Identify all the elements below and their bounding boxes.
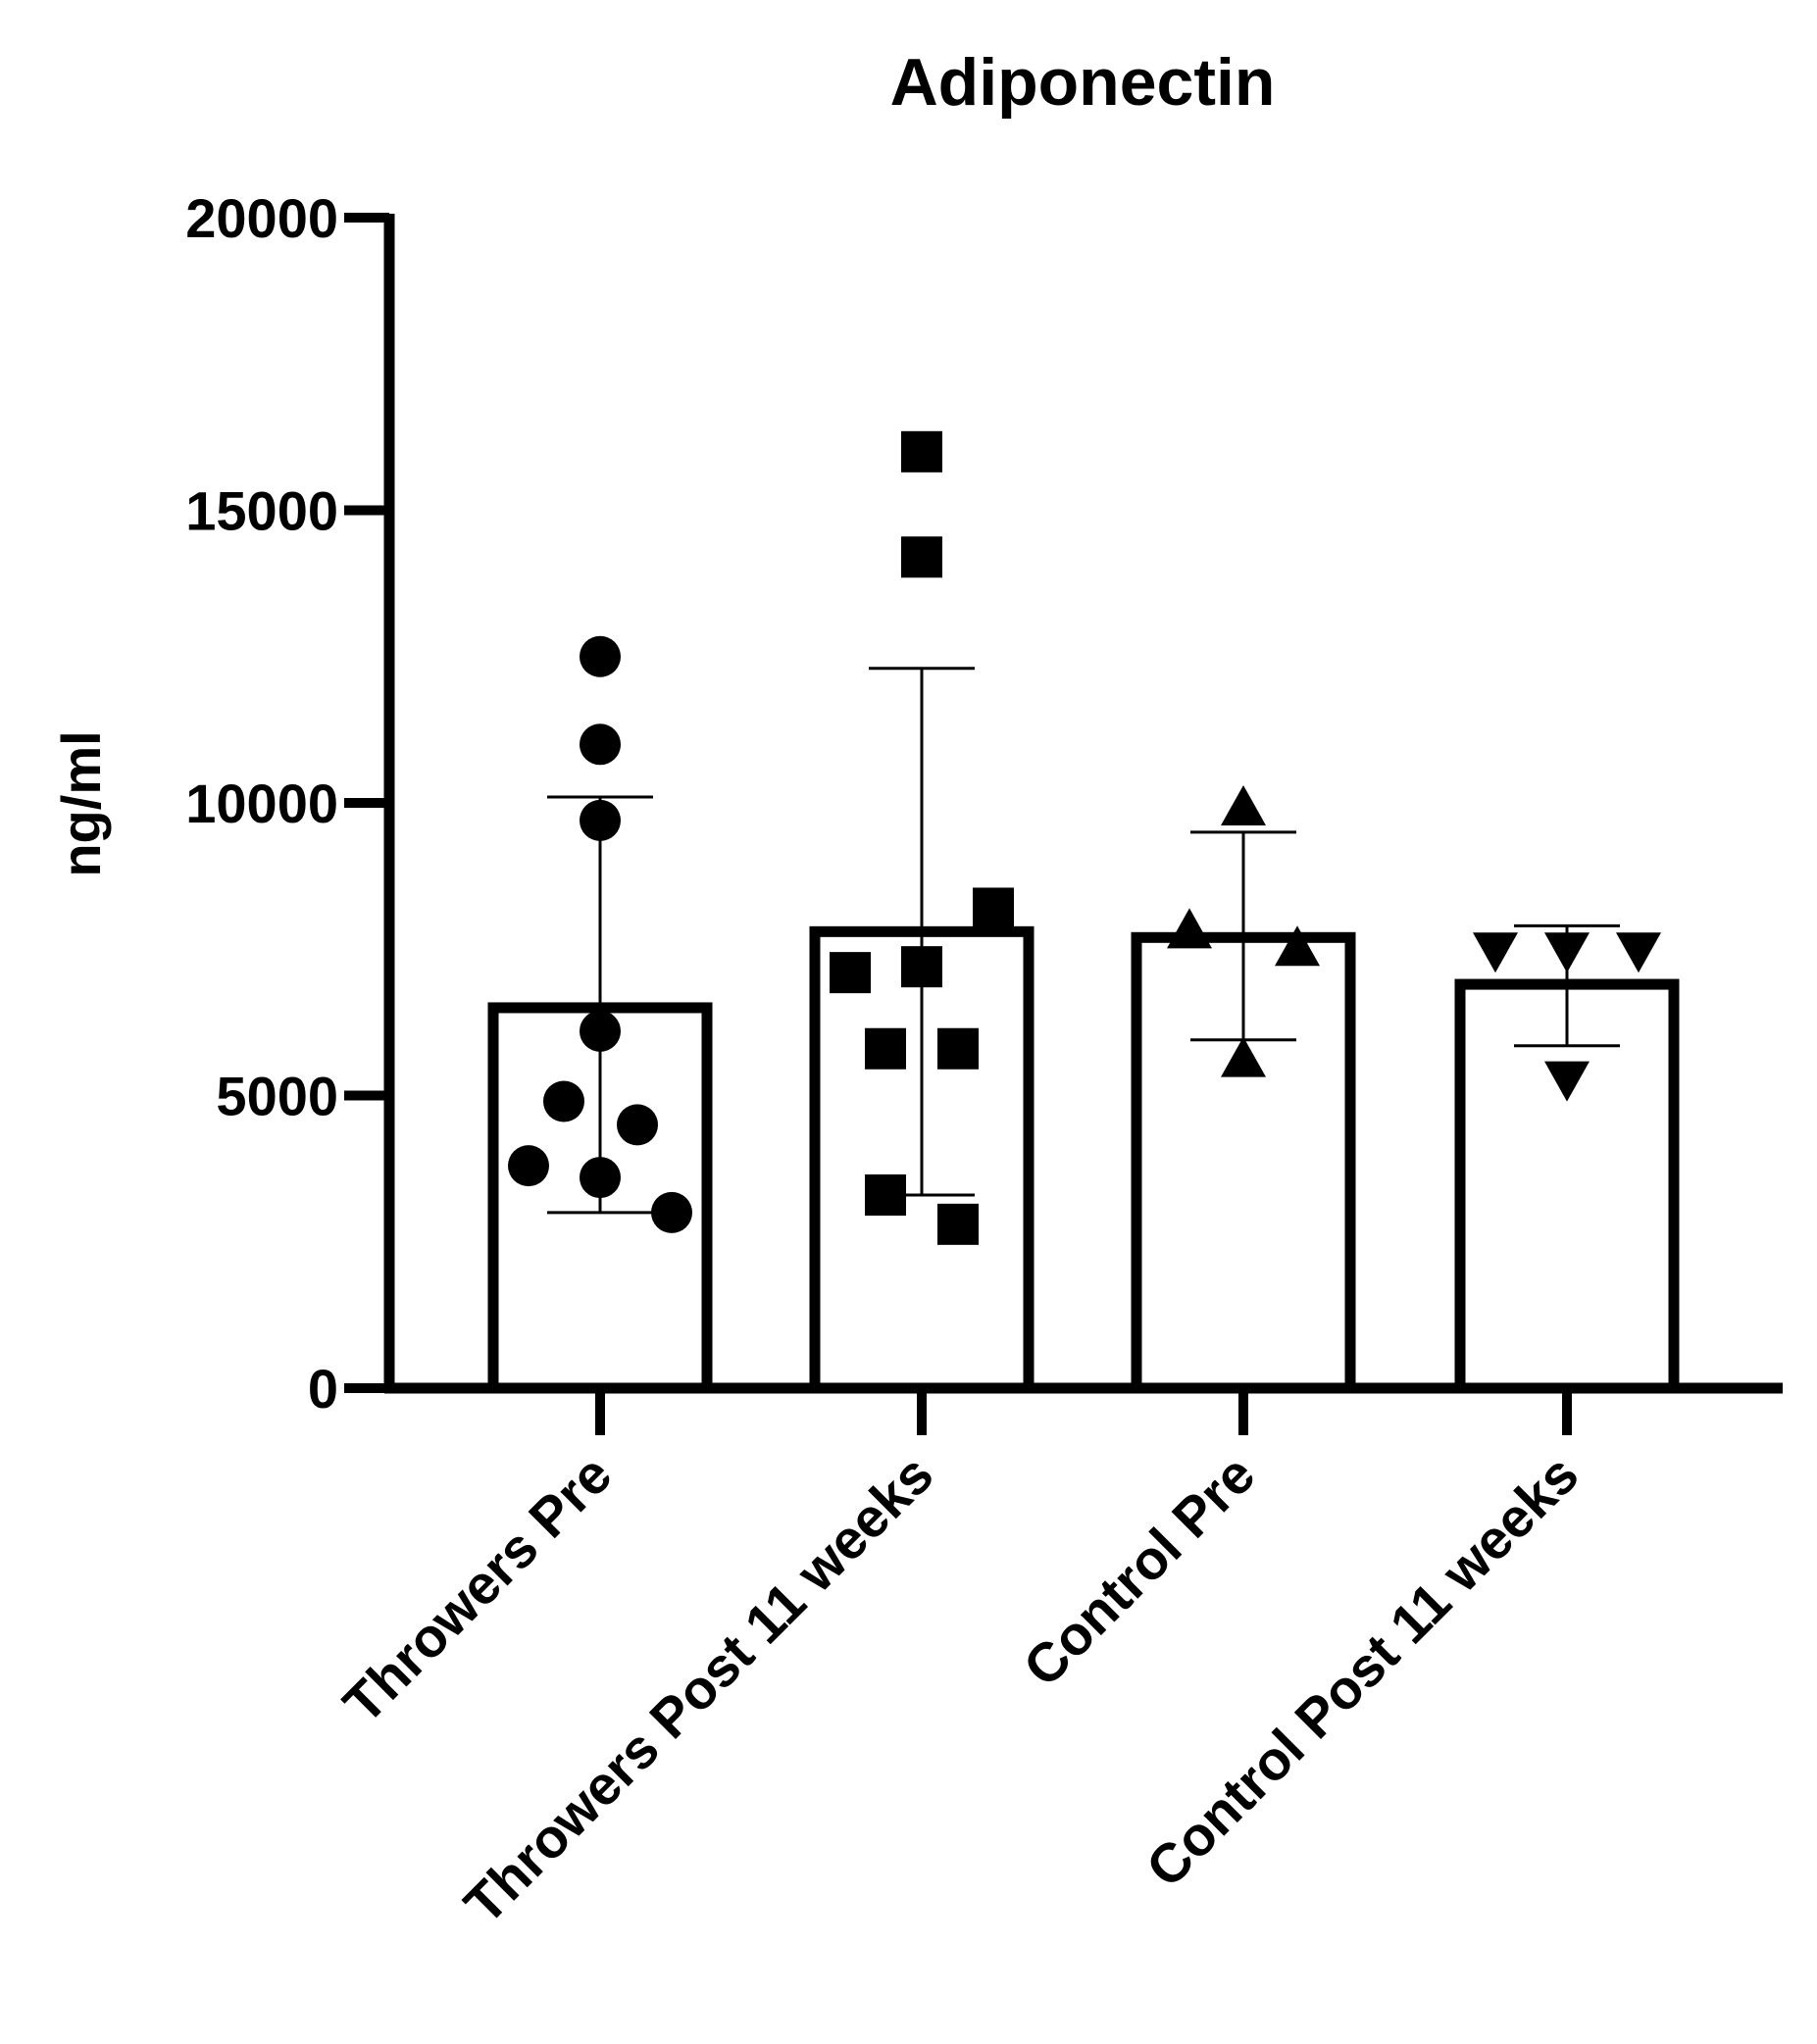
y-tick-label: 20000: [185, 187, 338, 249]
data-point-square: [865, 1173, 906, 1216]
data-point-triangle-down: [1544, 932, 1590, 973]
data-point-square: [901, 430, 942, 473]
y-tick-label: 15000: [185, 480, 338, 542]
data-point-triangle-up: [1167, 908, 1212, 949]
data-point-square: [901, 946, 942, 988]
y-tick-label: 0: [308, 1358, 338, 1420]
data-point-circle: [580, 723, 621, 766]
data-point-circle: [580, 635, 621, 677]
y-tick-label: 5000: [216, 1066, 338, 1127]
x-tick-label: Throwers Pre: [331, 1443, 624, 1735]
x-tick-label: Control Pre: [1011, 1443, 1266, 1698]
data-point-square: [865, 1027, 906, 1070]
data-point-triangle-up: [1275, 925, 1320, 967]
data-point-square: [830, 952, 871, 994]
data-point-circle: [580, 1157, 621, 1199]
data-point-circle: [580, 799, 621, 841]
y-tick-label: 10000: [185, 773, 338, 834]
chart-title: Adiponectin: [890, 45, 1276, 120]
data-point-circle: [580, 1010, 621, 1052]
data-point-square: [973, 887, 1014, 929]
data-point-circle: [508, 1145, 549, 1187]
data-point-square: [937, 1027, 979, 1070]
data-point-square: [937, 1203, 979, 1245]
data-point-triangle-down: [1473, 932, 1518, 973]
data-point-square: [901, 536, 942, 578]
y-axis-label: ng/ml: [50, 730, 112, 876]
data-point-circle: [543, 1080, 584, 1122]
data-point-triangle-up: [1221, 784, 1266, 825]
data-point-triangle-up: [1221, 1036, 1266, 1077]
data-point-circle: [617, 1104, 658, 1146]
data-point-triangle-down: [1616, 932, 1661, 973]
data-point-circle: [651, 1191, 692, 1233]
data-point-triangle-down: [1544, 1061, 1590, 1102]
